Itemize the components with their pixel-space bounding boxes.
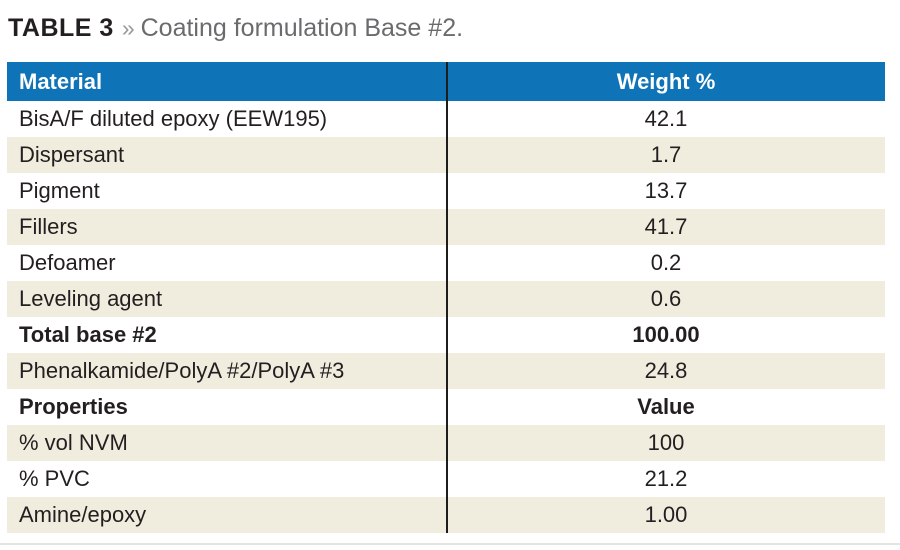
value-cell: 42.1 [644, 106, 688, 131]
material-cell: % vol NVM [19, 430, 128, 455]
material-cell: % PVC [19, 466, 90, 491]
column-divider [446, 62, 448, 533]
table-caption-label: TABLE 3 [8, 14, 114, 42]
material-cell: Properties [19, 394, 128, 419]
value-cell: Value [637, 394, 695, 419]
material-cell: Total base #2 [19, 322, 157, 347]
material-cell: Amine/epoxy [19, 502, 147, 527]
table-caption-text: Coating formulation Base #2. [140, 14, 464, 42]
material-cell: Fillers [19, 214, 78, 239]
value-cell: 100.00 [632, 322, 700, 347]
material-cell: Dispersant [19, 142, 125, 167]
material-cell: Defoamer [19, 250, 116, 275]
value-cell: 1.7 [650, 142, 682, 167]
value-cell: 41.7 [644, 214, 688, 239]
value-cell: 21.2 [644, 466, 688, 491]
value-cell: 100 [647, 430, 685, 455]
column-header-weight: Weight % [616, 68, 716, 94]
material-cell: Pigment [19, 178, 100, 203]
value-cell: 0.2 [650, 250, 682, 275]
formulation-table: Material Weight % BisA/F diluted epoxy (… [7, 62, 885, 533]
material-cell: Leveling agent [19, 286, 163, 311]
value-cell: 0.6 [650, 286, 682, 311]
material-cell: Phenalkamide/PolyA #2/PolyA #3 [19, 358, 345, 383]
bottom-rule [0, 543, 900, 545]
value-cell: 13.7 [644, 178, 688, 203]
material-cell: BisA/F diluted epoxy (EEW195) [19, 106, 328, 131]
table-caption: TABLE 3 » Coating formulation Base #2. [8, 14, 463, 43]
column-header-material: Material [19, 68, 103, 94]
value-cell: 24.8 [644, 358, 688, 383]
value-cell: 1.00 [644, 502, 688, 527]
double-chevron-icon: » [121, 15, 135, 41]
